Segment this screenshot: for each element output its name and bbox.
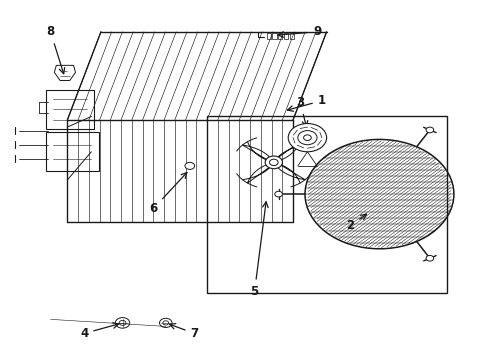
- FancyBboxPatch shape: [46, 132, 98, 171]
- Text: 9: 9: [278, 25, 321, 38]
- Circle shape: [304, 135, 311, 140]
- Text: 7: 7: [170, 324, 198, 340]
- Circle shape: [426, 256, 434, 261]
- Text: 8: 8: [47, 25, 65, 74]
- FancyBboxPatch shape: [278, 32, 282, 39]
- Text: 1: 1: [288, 94, 326, 111]
- Circle shape: [270, 159, 278, 166]
- Circle shape: [119, 320, 126, 325]
- Circle shape: [265, 156, 282, 169]
- Circle shape: [275, 191, 282, 197]
- Circle shape: [185, 162, 195, 170]
- Polygon shape: [54, 65, 75, 81]
- Circle shape: [115, 318, 130, 328]
- Circle shape: [163, 321, 169, 325]
- Bar: [207, 117, 447, 293]
- FancyBboxPatch shape: [272, 32, 277, 39]
- Circle shape: [160, 318, 172, 328]
- Circle shape: [288, 123, 327, 152]
- Circle shape: [298, 131, 317, 145]
- FancyBboxPatch shape: [290, 32, 294, 39]
- Text: 5: 5: [250, 202, 268, 298]
- Text: 2: 2: [346, 214, 367, 232]
- Text: 4: 4: [80, 323, 119, 340]
- FancyBboxPatch shape: [284, 32, 288, 39]
- FancyBboxPatch shape: [46, 90, 94, 129]
- FancyBboxPatch shape: [267, 32, 271, 39]
- Text: 6: 6: [149, 172, 187, 215]
- Text: 3: 3: [296, 96, 308, 127]
- Circle shape: [426, 127, 434, 133]
